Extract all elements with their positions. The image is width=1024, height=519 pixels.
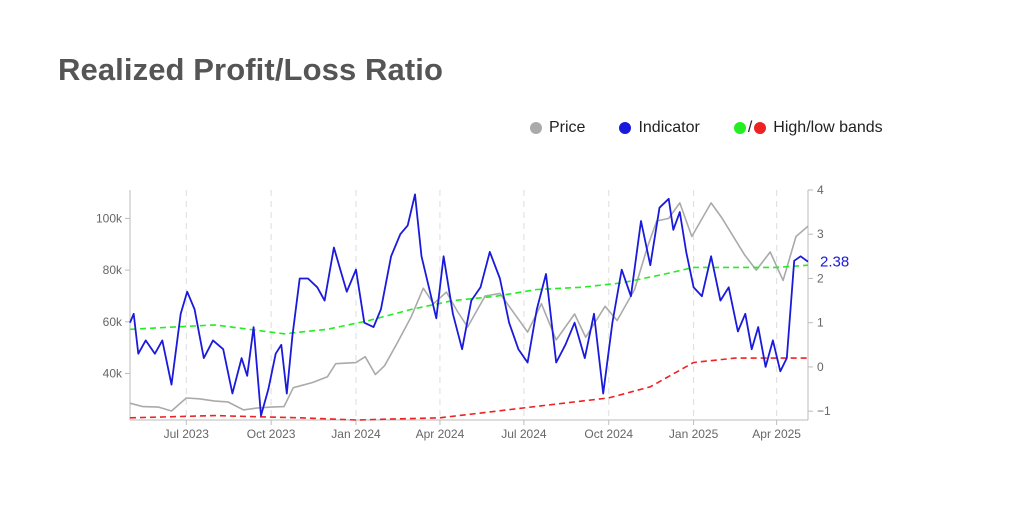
high-band-legend-marker: [733, 122, 746, 134]
y-left-tick-label: 60k: [103, 315, 123, 329]
y-right-tick-label: −1: [817, 404, 831, 418]
legend-item-price[interactable]: Price: [530, 119, 585, 137]
legend-item-indicator[interactable]: Indicator: [619, 119, 700, 137]
y-left-tick-label: 40k: [103, 366, 123, 380]
legend-label-indicator: Indicator: [638, 119, 700, 136]
low-band-legend-marker: [754, 122, 767, 134]
y-left-tick-label: 80k: [103, 263, 123, 277]
high-band-line: [129, 264, 809, 335]
y-right-tick-label: 1: [817, 316, 824, 330]
y-right-tick-label: 4: [817, 183, 824, 197]
x-tick-label: Jul 2024: [501, 427, 547, 441]
y-right-tick-label: 0: [817, 360, 824, 374]
legend-label-bands: High/low bands: [773, 119, 883, 136]
x-tick-label: Jan 2025: [669, 427, 719, 441]
legend-separator: /: [747, 119, 753, 136]
legend-label-price: Price: [549, 119, 586, 136]
x-tick-label: Apr 2025: [752, 427, 801, 441]
indicator-last-value-label: 2.38: [820, 254, 849, 271]
low-band-line: [129, 357, 808, 421]
price-line: [129, 202, 809, 412]
chart-title: Realized Profit/Loss Ratio: [58, 52, 443, 87]
x-tick-label: Apr 2024: [416, 427, 465, 441]
x-tick-label: Jan 2024: [331, 427, 381, 441]
chart-legend: Price Indicator / High/low bands: [530, 119, 883, 137]
y-right-tick-label: 2: [817, 271, 824, 285]
price-legend-marker: [530, 122, 542, 134]
x-tick-label: Oct 2024: [584, 427, 633, 441]
indicator-line: [129, 193, 809, 417]
y-left-tick-label: 100k: [96, 211, 123, 225]
legend-item-bands[interactable]: / High/low bands: [733, 119, 883, 137]
indicator-legend-marker: [619, 122, 632, 134]
y-right-tick-label: 3: [817, 227, 824, 241]
x-tick-label: Oct 2023: [247, 427, 296, 441]
x-tick-label: Jul 2023: [164, 427, 210, 441]
